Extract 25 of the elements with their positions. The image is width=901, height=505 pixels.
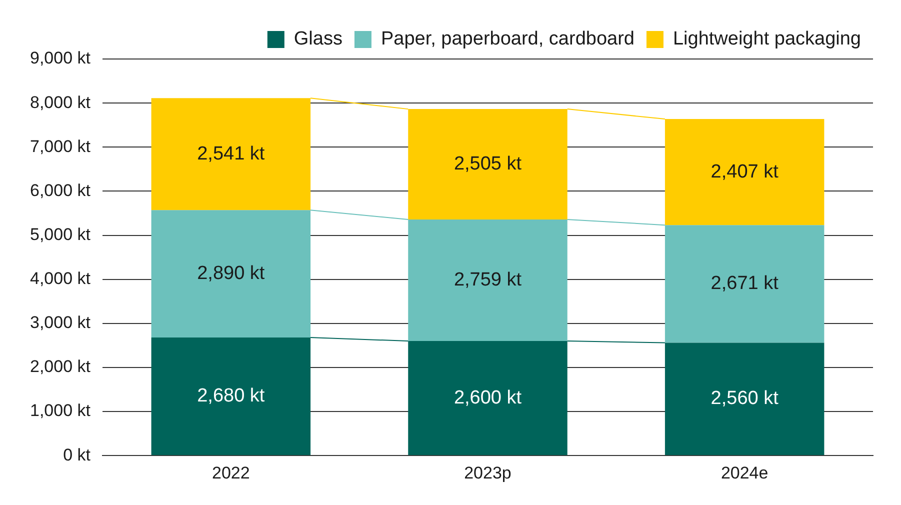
legend-label: Paper, paperboard, cardboard: [380, 28, 634, 50]
y-tick-label: 8,000 kt: [30, 92, 91, 112]
y-tick-label: 6,000 kt: [30, 180, 91, 200]
data-label: 2,890 kt: [197, 263, 266, 284]
y-tick-label: 7,000 kt: [30, 136, 91, 156]
data-label: 2,505 kt: [454, 153, 522, 174]
data-label: 2,600 kt: [454, 387, 522, 408]
data-label: 2,671 kt: [710, 273, 780, 294]
y-tick-label: 0 kt: [63, 445, 91, 464]
x-tick-label: 2022: [212, 463, 250, 482]
legend-label: Glass: [294, 28, 342, 50]
x-tick-label: 2023p: [464, 463, 512, 482]
y-tick-label: 4,000 kt: [30, 269, 91, 288]
y-tick-label: 9,000 kt: [30, 48, 91, 68]
data-label: 2,541 kt: [197, 143, 266, 164]
x-tick-label: 2024e: [720, 463, 768, 482]
legend-label: Lightweight packaging: [672, 28, 862, 50]
data-label: 2,407 kt: [710, 161, 780, 182]
y-tick-label: 2,000 kt: [30, 357, 91, 376]
y-tick-label: 1,000 kt: [30, 401, 91, 420]
y-tick-label: 3,000 kt: [30, 313, 91, 332]
y-tick-label: 5,000 kt: [30, 224, 91, 244]
data-label: 2,680 kt: [197, 386, 266, 407]
data-label: 2,560 kt: [710, 388, 780, 410]
data-label: 2,759 kt: [454, 269, 522, 290]
